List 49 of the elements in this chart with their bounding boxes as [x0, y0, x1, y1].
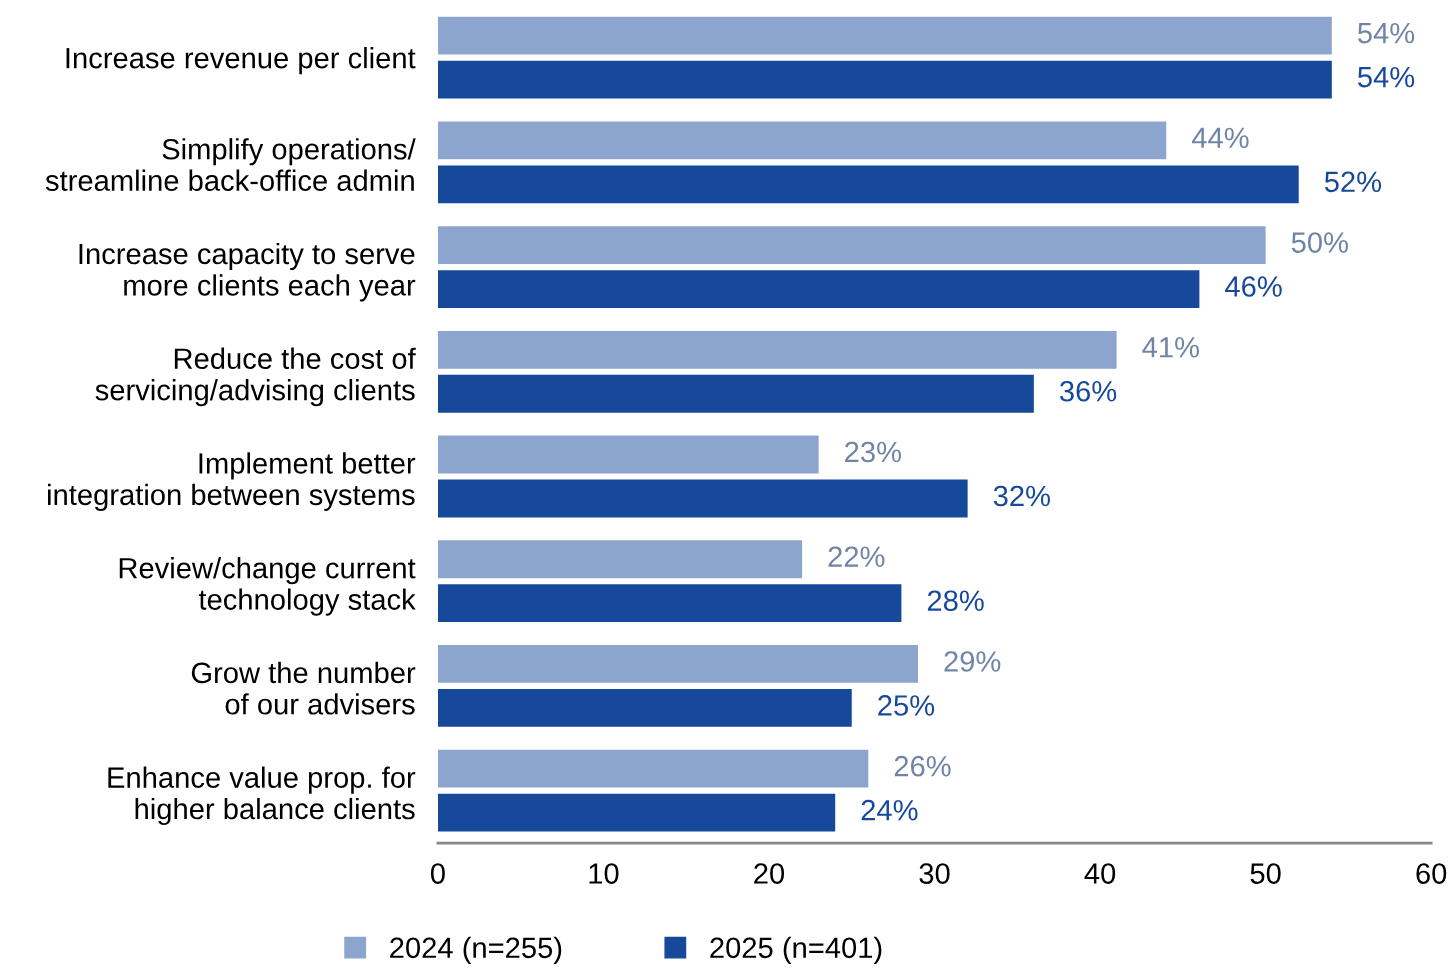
bar — [437, 645, 918, 683]
bar — [437, 540, 803, 579]
data-label: 22% — [828, 546, 885, 567]
y-tick-label: Review/change current technology stack — [119, 557, 416, 616]
x-tick-label: 40 — [1084, 863, 1116, 884]
y-tick-label: Enhance value prop. for higher balance clients — [108, 766, 416, 826]
y-tick-label: Increase revenue per client — [66, 47, 416, 75]
data-label: 32% — [993, 485, 1050, 507]
data-label: 50% — [1291, 232, 1348, 253]
x-tick-label: 30 — [919, 863, 950, 884]
data-label: 24% — [861, 799, 918, 821]
bar — [437, 330, 1117, 369]
bar — [437, 584, 902, 623]
data-label: 26% — [894, 755, 951, 777]
y-tick-label: Implement better integration between systems — [48, 452, 416, 511]
bar — [437, 374, 1034, 413]
bar — [437, 689, 852, 727]
bar — [437, 270, 1200, 308]
legend-label: 2024 (n=255) — [390, 936, 562, 964]
data-label: 54% — [1357, 66, 1415, 88]
data-label: 52% — [1324, 171, 1382, 193]
data-label: 46% — [1225, 276, 1282, 297]
x-tick-label: 10 — [589, 863, 619, 884]
data-label: 36% — [1059, 380, 1117, 402]
bar — [437, 121, 1167, 160]
x-tick-label: 50 — [1250, 863, 1281, 884]
y-tick-label: Grow the number of our advisers — [191, 661, 416, 715]
y-tick-label: Increase capacity to serve more clients each year — [79, 242, 416, 302]
data-label: 41% — [1142, 337, 1199, 358]
bar — [437, 479, 968, 518]
bar — [437, 435, 819, 474]
bar — [437, 226, 1266, 264]
y-tick-label: Simplify operations/ streamline back-office admin — [45, 138, 416, 191]
x-tick-label: 20 — [754, 863, 785, 884]
data-label: 44% — [1191, 127, 1249, 149]
y-tick-label: Reduce the cost of servicing/advising clients — [95, 347, 416, 407]
bar — [437, 793, 836, 832]
x-tick-label: 60 — [1416, 863, 1447, 884]
data-label: 29% — [944, 651, 1001, 672]
x-tick-label: 0 — [430, 863, 445, 884]
bar — [437, 749, 869, 788]
bar — [437, 60, 1332, 99]
data-label: 23% — [845, 441, 901, 463]
data-label: 54% — [1357, 22, 1415, 44]
legend-label: 2025 (n=401) — [710, 936, 882, 964]
bar — [437, 16, 1332, 55]
data-label: 25% — [878, 695, 935, 716]
data-label: 28% — [927, 590, 984, 612]
bar — [437, 165, 1299, 204]
